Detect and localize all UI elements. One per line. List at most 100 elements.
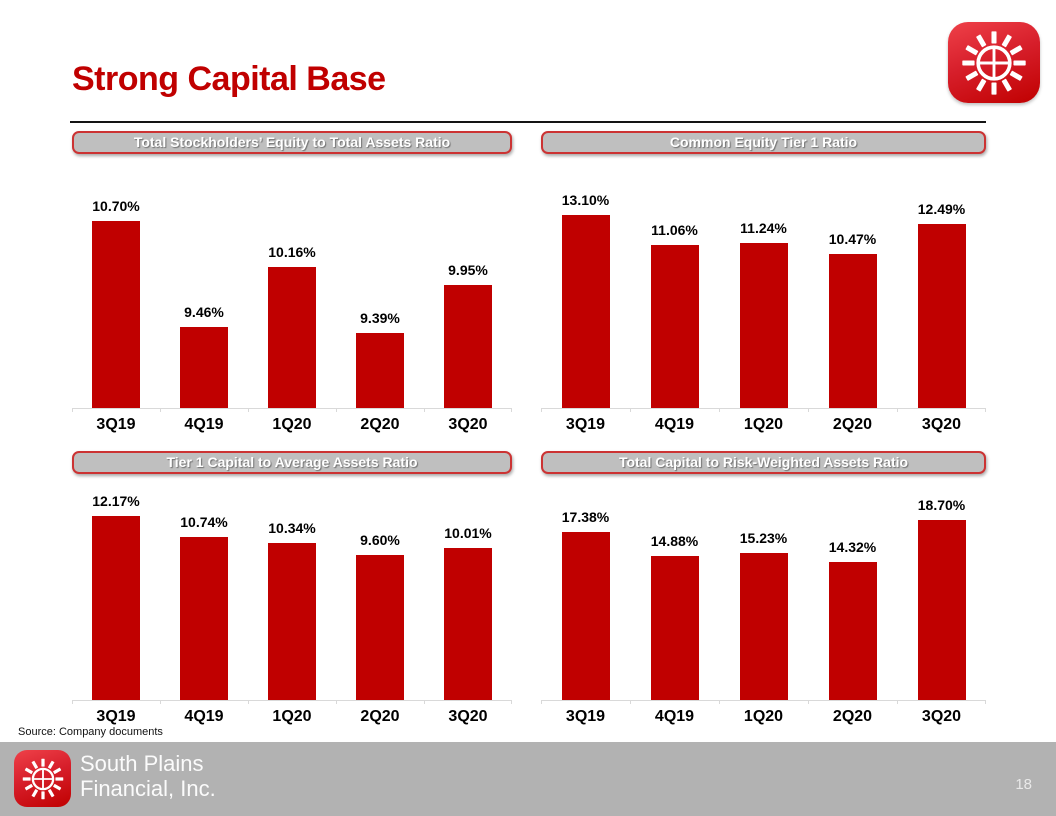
bar-cell: 11.24% <box>719 154 808 408</box>
bar-value-label: 10.74% <box>180 514 228 530</box>
company-name: South Plains Financial, Inc. <box>80 751 216 801</box>
chart-cet1-ratio: Common Equity Tier 1 Ratio 13.10% 11.06% 1… <box>541 131 986 434</box>
x-axis-labels: 3Q19 4Q19 1Q20 2Q20 3Q20 <box>541 408 986 434</box>
bar-cell: 10.34% <box>248 474 336 700</box>
bar-value-label: 10.34% <box>268 520 316 536</box>
bar-cell: 14.88% <box>630 474 719 700</box>
bar-value-label: 10.47% <box>828 231 877 247</box>
page-number: 18 <box>1015 776 1032 793</box>
bar-value-label: 14.32% <box>828 539 877 555</box>
chart-stockholders-equity-ratio: Total Stockholders’ Equity to Total Asse… <box>72 131 512 434</box>
bar <box>828 254 877 408</box>
bar-value-label: 14.88% <box>650 533 699 549</box>
x-axis-tick-label: 2Q20 <box>336 700 424 726</box>
x-axis-tick-label: 3Q19 <box>541 700 630 726</box>
bar-plot: 12.17% 10.74% 10.34% 9.60% 10.01% <box>72 474 512 700</box>
bar-cell: 10.16% <box>248 154 336 408</box>
bar-value-label: 13.10% <box>561 192 610 208</box>
bar-cell: 10.01% <box>424 474 512 700</box>
bar <box>268 543 316 700</box>
chart-tier1-leverage-ratio: Tier 1 Capital to Average Assets Ratio 1… <box>72 451 512 726</box>
chart-title: Tier 1 Capital to Average Assets Ratio <box>72 451 512 474</box>
bar-plot: 13.10% 11.06% 11.24% 10.47% 12.49% <box>541 154 986 408</box>
bar <box>739 553 788 700</box>
x-axis-tick-label: 1Q20 <box>719 700 808 726</box>
bar-value-label: 15.23% <box>739 530 788 546</box>
bar-cell: 11.06% <box>630 154 719 408</box>
bar-cell: 12.17% <box>72 474 160 700</box>
bar-value-label: 9.46% <box>184 304 224 320</box>
bar-value-label: 12.17% <box>92 493 140 509</box>
x-axis-tick-label: 3Q19 <box>541 408 630 434</box>
bar-cell: 10.70% <box>72 154 160 408</box>
x-axis-tick-label: 3Q20 <box>897 700 986 726</box>
x-axis-tick-label: 1Q20 <box>719 408 808 434</box>
source-note: Source: Company documents <box>18 726 163 738</box>
x-axis-tick-label: 1Q20 <box>248 408 336 434</box>
x-axis-tick-label: 4Q19 <box>630 408 719 434</box>
bar-value-label: 18.70% <box>917 497 966 513</box>
company-logo-badge <box>948 22 1040 103</box>
x-axis-labels: 3Q19 4Q19 1Q20 2Q20 3Q20 <box>72 408 512 434</box>
chart-title: Total Capital to Risk-Weighted Assets Ra… <box>541 451 986 474</box>
chart-title: Total Stockholders’ Equity to Total Asse… <box>72 131 512 154</box>
windmill-icon <box>960 29 1028 96</box>
title-divider <box>70 121 986 123</box>
bar <box>650 245 699 408</box>
bar-cell: 9.95% <box>424 154 512 408</box>
bar <box>828 562 877 700</box>
bar-cell: 9.60% <box>336 474 424 700</box>
bar-cell: 12.49% <box>897 154 986 408</box>
bar-value-label: 10.01% <box>444 525 492 541</box>
bar-value-label: 11.24% <box>740 220 787 236</box>
bar-cell: 9.46% <box>160 154 248 408</box>
bar-plot: 17.38% 14.88% 15.23% 14.32% 18.70% <box>541 474 986 700</box>
bar <box>650 556 699 700</box>
bar <box>444 548 492 700</box>
company-name-line1: South Plains <box>80 751 204 776</box>
footer-band: South Plains Financial, Inc. 18 <box>0 742 1056 816</box>
bar-value-label: 9.60% <box>360 532 400 548</box>
bar-cell: 17.38% <box>541 474 630 700</box>
bar <box>561 532 610 700</box>
chart-total-capital-ratio: Total Capital to Risk-Weighted Assets Ra… <box>541 451 986 726</box>
x-axis-tick-label: 3Q20 <box>424 700 512 726</box>
bar <box>917 224 966 408</box>
bar <box>180 327 228 408</box>
bar-cell: 14.32% <box>808 474 897 700</box>
x-axis-tick-label: 2Q20 <box>336 408 424 434</box>
x-axis-tick-label: 4Q19 <box>160 408 248 434</box>
bar-value-label: 10.70% <box>92 198 140 214</box>
x-axis-tick-label: 3Q20 <box>424 408 512 434</box>
bar <box>356 555 404 700</box>
bar <box>92 221 140 408</box>
bar-cell: 10.74% <box>160 474 248 700</box>
bar-cell: 13.10% <box>541 154 630 408</box>
x-axis-tick-label: 4Q19 <box>160 700 248 726</box>
x-axis-tick-label: 3Q19 <box>72 700 160 726</box>
x-axis-tick-label: 4Q19 <box>630 700 719 726</box>
x-axis-tick-label: 2Q20 <box>808 408 897 434</box>
company-name-line2: Financial, Inc. <box>80 775 216 801</box>
bar <box>92 516 140 700</box>
bar-value-label: 12.49% <box>917 201 966 217</box>
x-axis-tick-label: 1Q20 <box>248 700 336 726</box>
bar-value-label: 17.38% <box>561 509 610 525</box>
bar-value-label: 9.95% <box>448 262 488 278</box>
bar <box>444 285 492 408</box>
bar-value-label: 10.16% <box>268 244 316 260</box>
chart-title: Common Equity Tier 1 Ratio <box>541 131 986 154</box>
bar-value-label: 11.06% <box>651 222 698 238</box>
x-axis-labels: 3Q19 4Q19 1Q20 2Q20 3Q20 <box>72 700 512 726</box>
bar <box>356 333 404 408</box>
bar-cell: 15.23% <box>719 474 808 700</box>
bar <box>917 520 966 700</box>
bar-value-label: 9.39% <box>360 310 400 326</box>
x-axis-labels: 3Q19 4Q19 1Q20 2Q20 3Q20 <box>541 700 986 726</box>
bar <box>268 267 316 408</box>
bar-plot: 10.70% 9.46% 10.16% 9.39% 9.95% <box>72 154 512 408</box>
bar <box>561 215 610 408</box>
x-axis-tick-label: 2Q20 <box>808 700 897 726</box>
footer-logo-badge <box>14 750 71 807</box>
